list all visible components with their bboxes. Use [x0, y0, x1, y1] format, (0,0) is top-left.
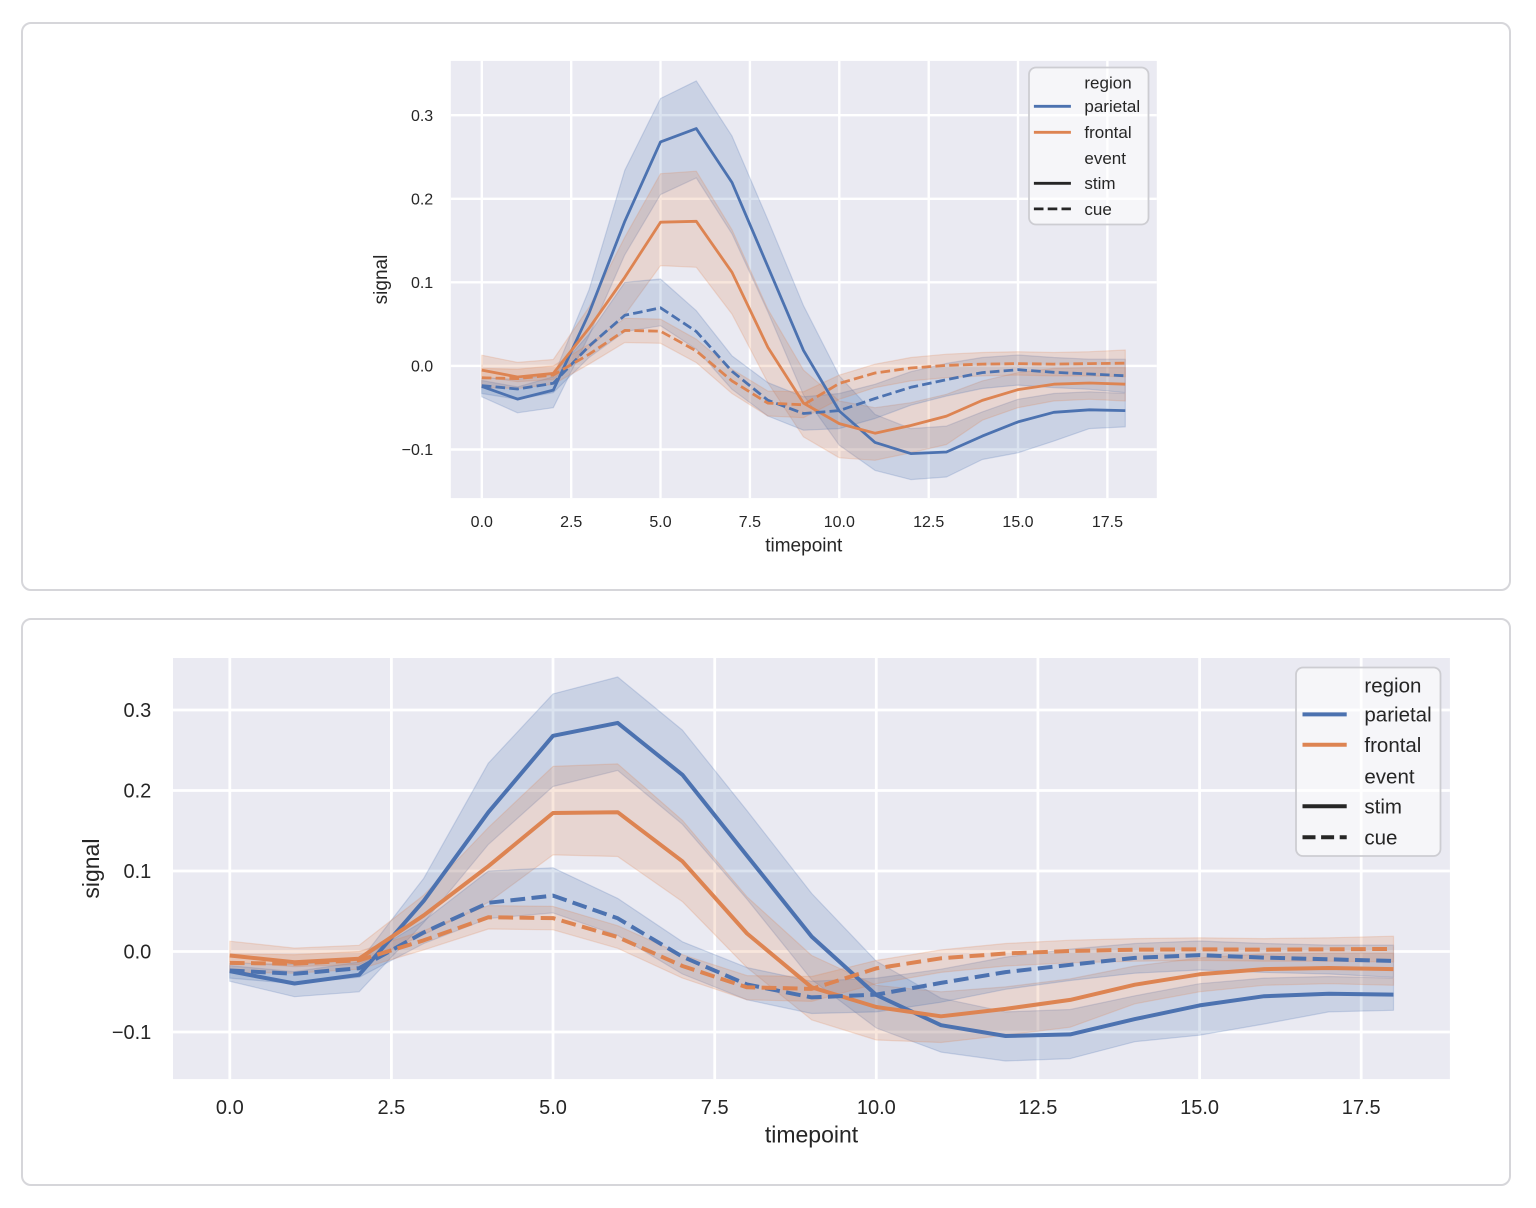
svg-text:cue: cue — [1084, 200, 1111, 219]
svg-text:0.2: 0.2 — [123, 781, 151, 803]
svg-text:10.0: 10.0 — [824, 514, 855, 531]
svg-text:12.5: 12.5 — [1018, 1097, 1057, 1119]
svg-text:0.0: 0.0 — [411, 359, 433, 376]
svg-text:0.0: 0.0 — [216, 1097, 244, 1119]
svg-text:0.0: 0.0 — [123, 942, 151, 964]
svg-text:−0.1: −0.1 — [402, 442, 434, 459]
svg-text:0.1: 0.1 — [123, 861, 151, 883]
svg-text:timepoint: timepoint — [765, 536, 843, 557]
svg-text:stim: stim — [1084, 174, 1115, 193]
svg-text:timepoint: timepoint — [765, 1121, 859, 1147]
svg-text:7.5: 7.5 — [739, 514, 761, 531]
svg-text:frontal: frontal — [1084, 123, 1131, 142]
svg-text:17.5: 17.5 — [1342, 1097, 1381, 1119]
svg-text:event: event — [1084, 149, 1126, 168]
svg-text:15.0: 15.0 — [1002, 514, 1033, 531]
svg-text:cue: cue — [1364, 826, 1397, 849]
svg-text:0.1: 0.1 — [411, 275, 433, 292]
svg-text:0.3: 0.3 — [123, 700, 151, 722]
svg-text:stim: stim — [1364, 795, 1402, 818]
svg-text:5.0: 5.0 — [539, 1097, 567, 1119]
svg-text:frontal: frontal — [1364, 734, 1421, 757]
svg-text:2.5: 2.5 — [377, 1097, 405, 1119]
svg-text:12.5: 12.5 — [913, 514, 944, 531]
svg-text:15.0: 15.0 — [1180, 1097, 1219, 1119]
svg-text:signal: signal — [78, 839, 104, 899]
svg-text:17.5: 17.5 — [1092, 514, 1123, 531]
svg-text:0.3: 0.3 — [411, 108, 433, 125]
svg-text:−0.1: −0.1 — [112, 1022, 151, 1044]
svg-text:5.0: 5.0 — [649, 514, 671, 531]
svg-text:7.5: 7.5 — [701, 1097, 729, 1119]
svg-text:signal: signal — [371, 255, 392, 305]
svg-text:parietal: parietal — [1364, 704, 1431, 727]
svg-text:region: region — [1084, 74, 1131, 93]
svg-text:0.2: 0.2 — [411, 191, 433, 208]
svg-text:event: event — [1364, 765, 1414, 788]
svg-text:10.0: 10.0 — [857, 1097, 896, 1119]
svg-text:parietal: parietal — [1084, 97, 1140, 116]
svg-text:region: region — [1364, 674, 1421, 697]
svg-text:0.0: 0.0 — [471, 514, 493, 531]
svg-text:2.5: 2.5 — [560, 514, 582, 531]
